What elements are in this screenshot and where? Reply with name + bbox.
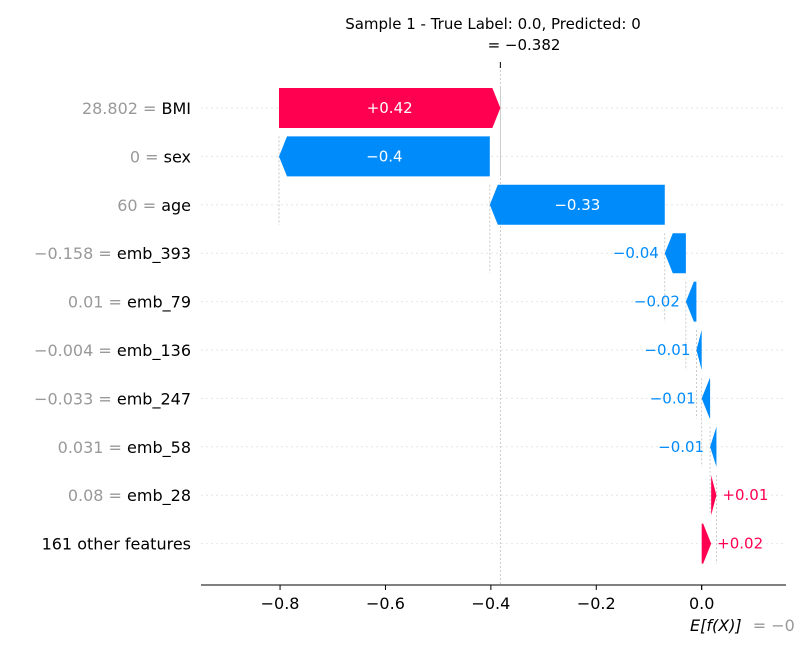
bar-value-label: −0.33: [554, 196, 600, 214]
bar-sex: [279, 136, 490, 177]
bar-value-label: −0.01: [644, 341, 690, 359]
bar-value-label: +0.01: [722, 486, 768, 504]
fx-annotation: = −0.382: [488, 36, 561, 54]
feature-name: emb_58: [127, 438, 191, 458]
bar-value-label: +0.42: [367, 99, 413, 117]
x-tick-label: −0.2: [577, 594, 616, 613]
feature-value: 28.802 =: [82, 99, 162, 118]
feature-name: emb_136: [117, 341, 191, 361]
feature-value: 0.031 =: [58, 438, 127, 457]
bar-emb_247: [701, 378, 711, 419]
expected-value-label: E[f(X)]: [690, 616, 742, 635]
bar-age: [489, 184, 665, 225]
feature-label: −0.004 = emb_136: [34, 341, 191, 361]
feature-name: emb_79: [127, 293, 191, 313]
x-tick-label: −0.4: [471, 594, 510, 613]
bar-emb_79: [685, 281, 697, 322]
feature-name: age: [161, 196, 191, 215]
x-tick-label: −0.6: [366, 594, 405, 613]
feature-value: 0.08 =: [68, 486, 127, 505]
feature-label: −0.158 = emb_393: [34, 244, 191, 264]
bar-value-label: −0.04: [613, 244, 659, 262]
feature-label: 161 other features: [42, 535, 191, 554]
bar-bmi: [279, 88, 501, 128]
feature-name: emb_247: [117, 389, 191, 409]
feature-value: −0.033 =: [34, 389, 117, 408]
feature-label: 0 = sex: [130, 147, 191, 166]
feature-value: −0.004 =: [34, 341, 117, 360]
feature-value: −0.158 =: [34, 244, 117, 263]
feature-label: 0.01 = emb_79: [68, 293, 191, 313]
x-tick-label: 0.0: [689, 594, 714, 613]
chart-title: Sample 1 - True Label: 0.0, Predicted: 0: [345, 15, 641, 33]
bar-emb_136: [696, 330, 702, 370]
feature-name: BMI: [162, 99, 192, 118]
bar-emb_393: [664, 233, 686, 274]
feature-label: 0.08 = emb_28: [68, 486, 191, 506]
expected-value-number: = −0: [753, 616, 795, 635]
feature-name: sex: [164, 147, 191, 166]
feature-value: 0.01 =: [68, 293, 127, 312]
bar-value-label: −0.01: [650, 389, 696, 407]
feature-label: −0.033 = emb_247: [34, 389, 191, 409]
feature-name: emb_28: [127, 486, 191, 506]
feature-label: 60 = age: [117, 196, 191, 215]
feature-name: emb_393: [117, 244, 191, 264]
feature-value: 60 =: [117, 196, 161, 215]
bar-161-other-features: [701, 523, 712, 564]
feature-value: 0 =: [130, 147, 164, 166]
expected-value-annotation: E[f(X)] = −0: [690, 616, 795, 635]
bar-emb_28: [711, 475, 717, 516]
feature-label: 28.802 = BMI: [82, 99, 191, 118]
bar-emb_58: [710, 426, 717, 467]
x-tick-label: −0.8: [261, 594, 300, 613]
bar-value-label: +0.02: [717, 535, 763, 553]
bar-value-label: −0.01: [658, 438, 704, 456]
feature-label: 0.031 = emb_58: [58, 438, 191, 458]
bar-value-label: −0.4: [366, 147, 402, 165]
feature-name: 161 other features: [42, 535, 191, 554]
bar-value-label: −0.02: [634, 293, 680, 311]
